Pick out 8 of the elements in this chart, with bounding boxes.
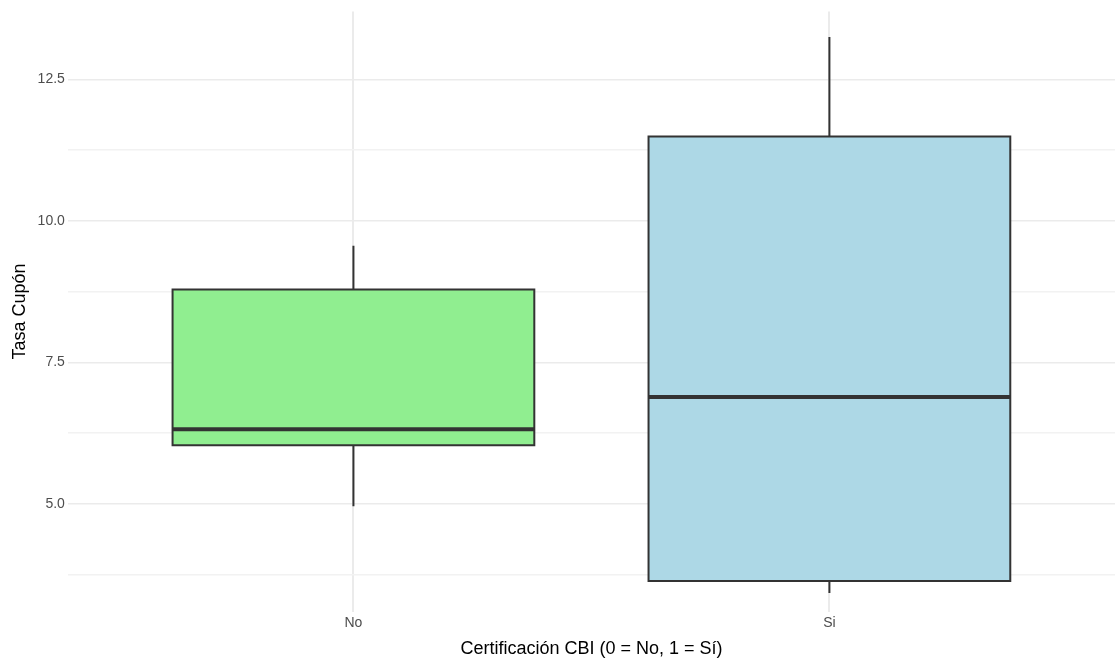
x-axis-title: Certificación CBI (0 = No, 1 = Sí) bbox=[460, 638, 723, 659]
x-tick-label: No bbox=[344, 613, 363, 630]
y-tick-label: 12.5 bbox=[37, 70, 66, 87]
y-tick-label: 5.0 bbox=[45, 494, 66, 511]
y-tick-label: 7.5 bbox=[45, 353, 66, 370]
x-tick-label: Si bbox=[823, 613, 836, 630]
y-tick-label: 10.0 bbox=[37, 211, 66, 228]
y-axis-title: Tasa Cupón bbox=[8, 263, 29, 360]
